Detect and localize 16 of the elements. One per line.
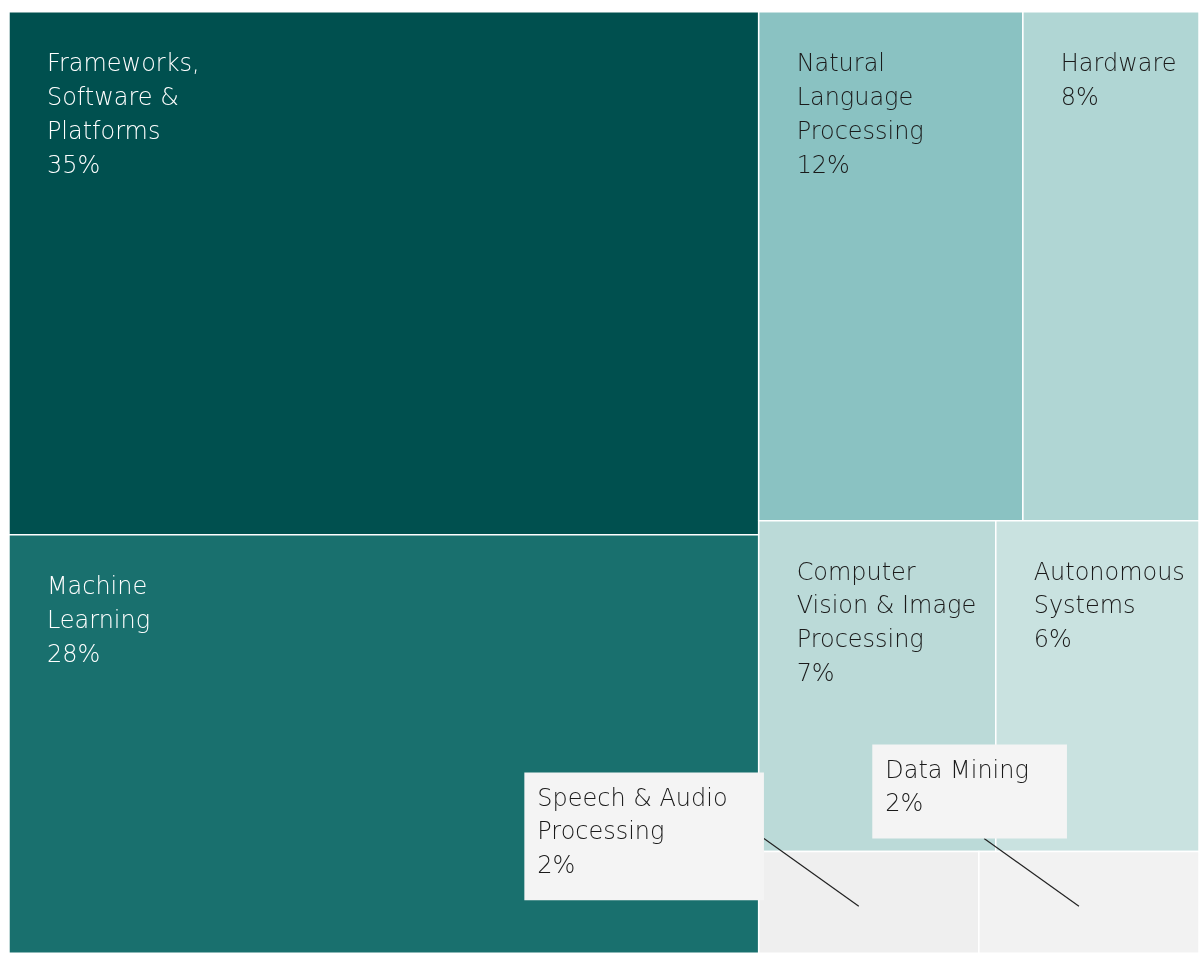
- category-label: Computer Vision & Image Processing: [796, 557, 977, 654]
- data-label: 8%: [1060, 82, 1099, 111]
- data-label: 6%: [1033, 625, 1072, 654]
- category-label: Machine Learning: [46, 571, 151, 634]
- category-label: Frameworks, Software & Platforms: [46, 48, 200, 145]
- data-label: 35%: [46, 150, 101, 179]
- data-label: 7%: [796, 659, 835, 688]
- category-label: Speech & Audio Processing: [537, 783, 728, 846]
- data-label: 12%: [796, 150, 850, 179]
- data-label: 2%: [537, 851, 576, 880]
- data-label: 2%: [885, 789, 924, 818]
- category-label: Data Mining: [885, 755, 1029, 784]
- category-label: Hardware: [1060, 48, 1177, 77]
- category-label: Autonomous Systems: [1033, 557, 1185, 620]
- data-label: 28%: [46, 639, 101, 668]
- category-label: Natural Language Processing: [796, 48, 924, 145]
